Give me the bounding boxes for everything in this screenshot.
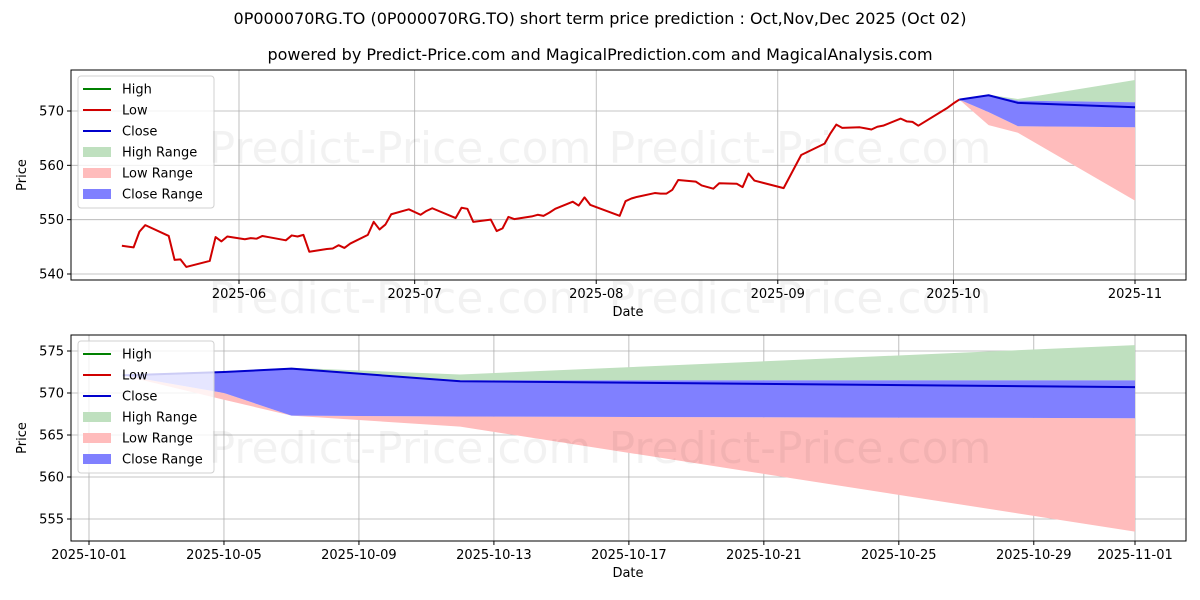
x-tick-label: 2025-10-05 — [186, 548, 262, 563]
y-axis-label: Price — [15, 159, 30, 191]
watermark-text: Predict-Price.com — [209, 273, 592, 324]
close-forecast-line — [959, 94, 1136, 109]
x-tick-label: 2025-10-09 — [321, 548, 397, 563]
watermark-text: Predict-Price.com — [609, 123, 992, 174]
legend-low-range-swatch — [83, 433, 111, 443]
legend-label: Close Range — [122, 453, 203, 468]
legend-label: High — [122, 348, 152, 363]
y-tick-label: 555 — [39, 513, 64, 528]
watermark-text: Predict-Price.com — [209, 123, 592, 174]
x-tick-label: 2025-06 — [212, 287, 266, 302]
y-tick-label: 575 — [39, 345, 64, 360]
x-axis-label: Date — [612, 566, 643, 581]
legend-label: High Range — [122, 411, 197, 426]
legend-box — [77, 75, 215, 209]
x-tick-label: 2025-10-29 — [996, 548, 1072, 563]
y-tick-label: 550 — [39, 213, 64, 228]
legend-close-range-swatch — [83, 189, 111, 199]
low-range-band — [959, 99, 1135, 201]
y-tick-label: 565 — [39, 429, 64, 444]
legend-low-range-swatch — [83, 168, 111, 178]
y-tick-label: 560 — [39, 471, 64, 486]
legend-label: High Range — [122, 146, 197, 161]
x-tick-label: 2025-11-01 — [1097, 548, 1173, 563]
low-range-band — [122, 375, 1135, 532]
chart-title: 0P000070RG.TO (0P000070RG.TO) short term… — [233, 9, 967, 28]
x-tick-label: 2025-10-21 — [726, 548, 802, 563]
legend-high-range-swatch — [83, 412, 111, 422]
legend-label: Low — [122, 369, 148, 384]
chart-subtitle: powered by Predict-Price.com and Magical… — [267, 45, 933, 64]
high-range-band — [959, 80, 1135, 103]
legend-label: Close — [122, 125, 157, 140]
close-range-band — [122, 368, 1135, 419]
plot-area — [121, 80, 1136, 268]
legend: High Low Close High Range Low Range Close Ran… — [77, 340, 215, 474]
overview-chart: 540 550 560 570 2025-06 2025-07 2025-08 2025-09… — [15, 69, 1187, 320]
low-price-line — [121, 98, 960, 268]
watermark-text: Predict-Price.com — [609, 273, 992, 324]
watermark-text: Predict-Price.com — [609, 423, 992, 474]
high-range-band — [122, 345, 1135, 381]
legend-label: Close — [122, 390, 157, 405]
y-tick-label: 570 — [39, 387, 64, 402]
x-tick-label: 2025-10-13 — [456, 548, 532, 563]
y-tick-label: 560 — [39, 159, 64, 174]
y-axis-label: Price — [15, 422, 30, 454]
legend-high-range-swatch — [83, 147, 111, 157]
y-tick-label: 540 — [39, 268, 64, 283]
legend-box — [77, 340, 215, 474]
legend-label: Low — [122, 104, 148, 119]
x-axis-label: Date — [612, 305, 643, 320]
close-range-band — [959, 95, 1135, 128]
legend-close-range-swatch — [83, 454, 111, 464]
x-tick-label: 2025-07 — [388, 287, 442, 302]
x-tick-label: 2025-09 — [751, 287, 805, 302]
plot-area — [122, 345, 1136, 532]
x-tick-label: 2025-10-25 — [861, 548, 937, 563]
x-tick-label: 2025-10-17 — [591, 548, 667, 563]
legend-label: High — [122, 83, 152, 98]
watermark-text: Predict-Price.com — [209, 423, 592, 474]
legend-label: Low Range — [122, 432, 193, 447]
y-tick-label: 570 — [39, 105, 64, 120]
legend-label: Low Range — [122, 167, 193, 182]
legend: High Low Close High Range Low Range Close Ran… — [77, 75, 215, 209]
x-tick-label: 2025-11 — [1108, 287, 1162, 302]
legend-label: Close Range — [122, 188, 203, 203]
x-tick-label: 2025-08 — [569, 287, 623, 302]
axes-frame — [70, 69, 1187, 281]
x-tick-label: 2025-10 — [926, 287, 980, 302]
x-tick-label: 2025-10-01 — [51, 548, 127, 563]
forecast-detail-chart: 555 560 565 570 575 2025-10-01 2025-10-05 2025-… — [15, 334, 1187, 581]
